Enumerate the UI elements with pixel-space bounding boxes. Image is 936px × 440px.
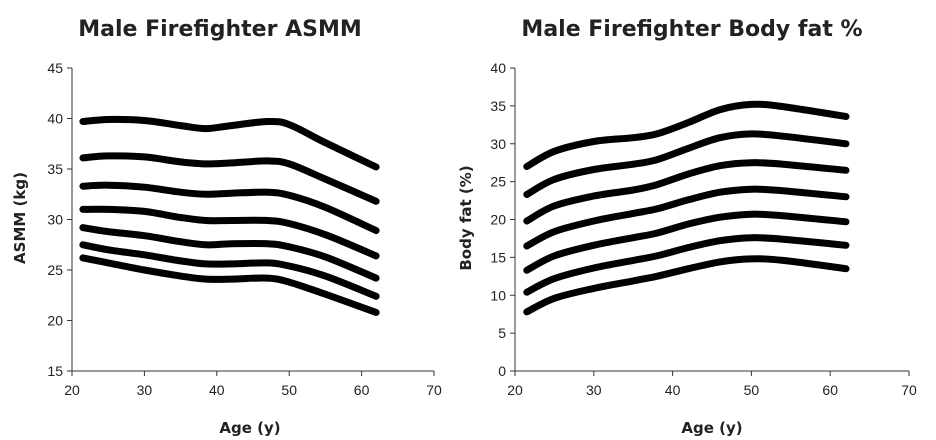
chart-asmm: Male Firefighter ASMM ASMM (kg) Age (y) … [11, 17, 442, 437]
y-tick-label: 20 [490, 212, 506, 228]
x-tick-label: 50 [281, 382, 297, 398]
series-line-6 [523, 234, 850, 296]
chart-title: Male Firefighter ASMM [78, 17, 362, 42]
chart-title: Male Firefighter Body fat % [521, 17, 862, 42]
series-line-2 [79, 152, 380, 205]
y-tick-label: 45 [47, 60, 63, 76]
x-tick-label: 20 [64, 382, 80, 398]
x-tick-label: 50 [744, 382, 760, 398]
x-tick-label: 40 [665, 382, 681, 398]
y-tick-label: 30 [490, 136, 506, 152]
series-group [79, 115, 380, 316]
x-tick-label: 60 [354, 382, 370, 398]
x-tick-label: 70 [426, 382, 442, 398]
axes: 0 5 10 15 20 25 30 35 40 20 30 40 50 60 70 [490, 60, 917, 398]
y-tick-label: 0 [498, 363, 506, 379]
y-tick-label: 35 [47, 161, 63, 177]
y-tick-label: 15 [47, 363, 63, 379]
x-tick-label: 40 [209, 382, 225, 398]
y-tick-label: 10 [490, 287, 506, 303]
x-tick-label: 20 [507, 382, 523, 398]
series-line-5 [79, 224, 380, 282]
x-tick-label: 30 [586, 382, 602, 398]
y-axis-label: ASMM (kg) [11, 172, 29, 264]
y-tick-label: 25 [490, 174, 506, 190]
y-tick-label: 35 [490, 98, 506, 114]
x-axis-label: Age (y) [681, 419, 742, 437]
y-tick-label: 15 [490, 249, 506, 265]
series-line-3 [79, 181, 380, 235]
x-axis-label: Age (y) [219, 419, 280, 437]
series-line-2 [523, 130, 850, 198]
series-line-4 [523, 185, 850, 250]
y-tick-label: 40 [47, 111, 63, 127]
y-tick-label: 20 [47, 313, 63, 329]
y-axis-label: Body fat (%) [457, 165, 475, 270]
y-tick-label: 25 [47, 262, 63, 278]
chart-body-fat: Male Firefighter Body fat % Body fat (%)… [457, 17, 917, 437]
y-tick-label: 30 [47, 212, 63, 228]
series-line-7 [79, 254, 380, 316]
y-tick-label: 5 [498, 325, 506, 341]
x-tick-label: 30 [137, 382, 153, 398]
series-line-1 [523, 100, 850, 170]
y-tick-label: 40 [490, 60, 506, 76]
x-tick-label: 70 [901, 382, 917, 398]
series-line-5 [523, 210, 850, 274]
series-line-1 [79, 115, 380, 171]
series-line-4 [79, 205, 380, 260]
series-line-7 [523, 255, 850, 316]
series-line-3 [523, 159, 850, 225]
x-tick-label: 60 [822, 382, 838, 398]
series-line-6 [79, 241, 380, 300]
series-group [523, 100, 850, 316]
